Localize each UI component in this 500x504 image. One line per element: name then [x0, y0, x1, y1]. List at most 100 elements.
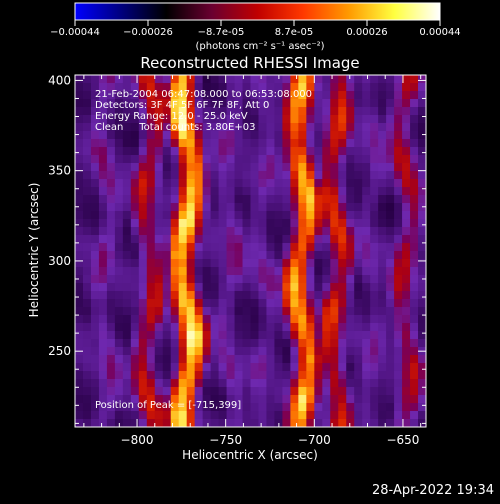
heatmap-cell	[402, 115, 411, 124]
heatmap-cell	[290, 331, 299, 340]
heatmap-cell	[394, 179, 403, 188]
heatmap-cell	[322, 275, 331, 284]
heatmap-cell	[410, 419, 419, 427]
heatmap-cell	[75, 179, 84, 188]
heatmap-cell	[122, 259, 132, 268]
heatmap-cell	[354, 323, 363, 332]
heatmap-cell	[418, 307, 426, 316]
heatmap-cell	[178, 91, 188, 100]
heatmap-cell	[378, 275, 387, 284]
heatmap-cell	[282, 347, 291, 356]
heatmap-cell	[314, 331, 323, 340]
heatmap-cell	[386, 219, 395, 228]
heatmap-cell	[378, 99, 387, 108]
heatmap-cell	[226, 419, 236, 427]
heatmap-cell	[210, 99, 220, 108]
heatmap-cell	[362, 235, 371, 244]
heatmap-cell	[378, 139, 387, 148]
heatmap-cell	[410, 155, 419, 164]
heatmap-cell	[386, 347, 395, 356]
heatmap-cell	[338, 411, 347, 420]
heatmap-cell	[202, 267, 212, 276]
heatmap-cell	[282, 379, 291, 388]
heatmap-cell	[314, 291, 323, 300]
heatmap-cell	[210, 75, 220, 84]
heatmap-cell	[122, 411, 132, 420]
heatmap-cell	[194, 227, 204, 236]
heatmap-cell	[106, 403, 116, 412]
heatmap-cell	[322, 339, 331, 348]
heatmap-cell	[106, 139, 116, 148]
heatmap-cell	[258, 107, 268, 116]
heatmap-cell	[282, 275, 291, 284]
heatmap-cell	[330, 419, 339, 427]
x-tick-label: −800	[121, 433, 154, 447]
heatmap-cell	[98, 91, 108, 100]
heatmap-cell	[202, 203, 212, 212]
heatmap-cell	[290, 267, 299, 276]
heatmap-cell	[194, 379, 204, 388]
heatmap-cell	[370, 163, 379, 172]
heatmap-cell	[250, 403, 260, 412]
heatmap-cell	[362, 387, 371, 396]
x-tick-label: −700	[298, 433, 331, 447]
heatmap-cell	[146, 395, 156, 404]
heatmap-cell	[242, 307, 252, 316]
heatmap-cell	[194, 91, 204, 100]
heatmap-cell	[90, 291, 100, 300]
heatmap-cell	[154, 91, 164, 100]
heatmap-cell	[114, 411, 124, 420]
heatmap-cell	[194, 211, 204, 220]
x-tick-label: −650	[386, 433, 419, 447]
heatmap-cell	[298, 355, 307, 364]
heatmap-cell	[162, 259, 172, 268]
heatmap-cell	[290, 75, 299, 84]
heatmap-cell	[146, 179, 156, 188]
heatmap-cell	[122, 315, 132, 324]
heatmap-cell	[266, 275, 276, 284]
heatmap-cell	[418, 75, 426, 84]
heatmap-cell	[322, 219, 331, 228]
heatmap-cell	[146, 355, 156, 364]
heatmap-cell	[90, 227, 100, 236]
heatmap-cell	[210, 323, 220, 332]
heatmap-cell	[98, 299, 108, 308]
heatmap-cell	[402, 179, 411, 188]
heatmap-cell	[170, 363, 180, 372]
heatmap-cell	[114, 171, 124, 180]
heatmap-cell	[290, 251, 299, 260]
heatmap-cell	[146, 123, 156, 132]
heatmap-cell	[386, 227, 395, 236]
heatmap-cell	[250, 267, 260, 276]
heatmap-cell	[90, 419, 100, 427]
heatmap-cell	[90, 83, 100, 92]
heatmap-cell	[226, 91, 236, 100]
heatmap-cell	[170, 195, 180, 204]
heatmap-cell	[186, 203, 196, 212]
heatmap-cell	[386, 107, 395, 116]
heatmap-cell	[362, 219, 371, 228]
heatmap-cell	[386, 291, 395, 300]
heatmap-cell	[170, 211, 180, 220]
heatmap-cell	[378, 195, 387, 204]
heatmap-cell	[82, 299, 92, 308]
heatmap-cell	[186, 211, 196, 220]
heatmap-cell	[282, 163, 291, 172]
heatmap-cell	[410, 331, 419, 340]
heatmap-cell	[354, 403, 363, 412]
heatmap-cell	[306, 163, 315, 172]
heatmap-cell	[258, 259, 268, 268]
heatmap-cell	[370, 211, 379, 220]
heatmap-cell	[330, 139, 339, 148]
heatmap-cell	[234, 315, 244, 324]
heatmap-cell	[138, 339, 148, 348]
heatmap-cell	[130, 307, 140, 316]
heatmap-cell	[75, 243, 84, 252]
heatmap-cell	[210, 403, 220, 412]
heatmap-cell	[170, 115, 180, 124]
heatmap-cell	[162, 107, 172, 116]
heatmap-cell	[170, 139, 180, 148]
heatmap-cell	[314, 275, 323, 284]
heatmap-cell	[338, 267, 347, 276]
heatmap-cell	[298, 155, 307, 164]
